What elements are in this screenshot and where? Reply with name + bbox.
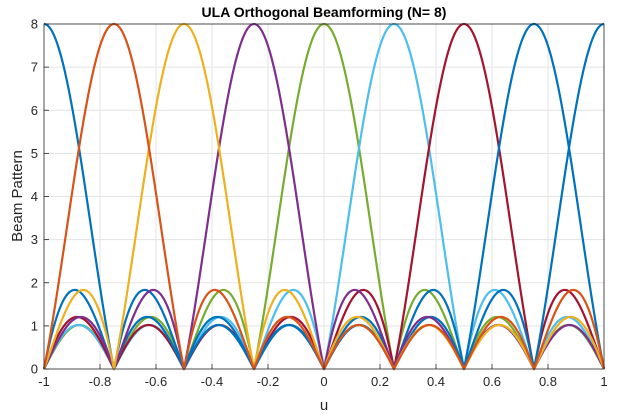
x-tick-label: 0.2 <box>371 374 389 389</box>
x-tick-label: 1 <box>600 374 607 389</box>
y-tick-label: 6 <box>31 103 38 118</box>
chart-title: ULA Orthogonal Beamforming (N= 8) <box>202 4 447 20</box>
y-tick-label: 5 <box>31 146 38 161</box>
x-tick-label: -1 <box>38 374 50 389</box>
y-tick-label: 0 <box>31 362 38 377</box>
x-tick-label: -0.2 <box>257 374 279 389</box>
y-axis-label: Beam Pattern <box>9 150 26 242</box>
x-tick-label: -0.8 <box>89 374 111 389</box>
y-tick-label: 2 <box>31 275 38 290</box>
y-tick-labels: 0 1 2 3 4 5 6 7 8 <box>31 17 49 377</box>
y-tick-label: 3 <box>31 232 38 247</box>
x-tick-label: -0.4 <box>201 374 223 389</box>
x-tick-label: 0.6 <box>483 374 501 389</box>
x-tick-label: 0.4 <box>427 374 445 389</box>
x-tick-labels: -1 -0.8 -0.6 -0.4 -0.2 0 0.2 0.4 0.6 0.8 1 <box>38 364 608 389</box>
y-tick-label: 7 <box>31 60 38 75</box>
y-tick-label: 4 <box>31 189 38 204</box>
y-tick-label: 8 <box>31 17 38 32</box>
x-tick-label: -0.6 <box>145 374 167 389</box>
x-tick-label: 0.8 <box>539 374 557 389</box>
x-tick-label: 0 <box>320 374 327 389</box>
y-tick-label: 1 <box>31 318 38 333</box>
x-axis-label: u <box>320 397 328 414</box>
